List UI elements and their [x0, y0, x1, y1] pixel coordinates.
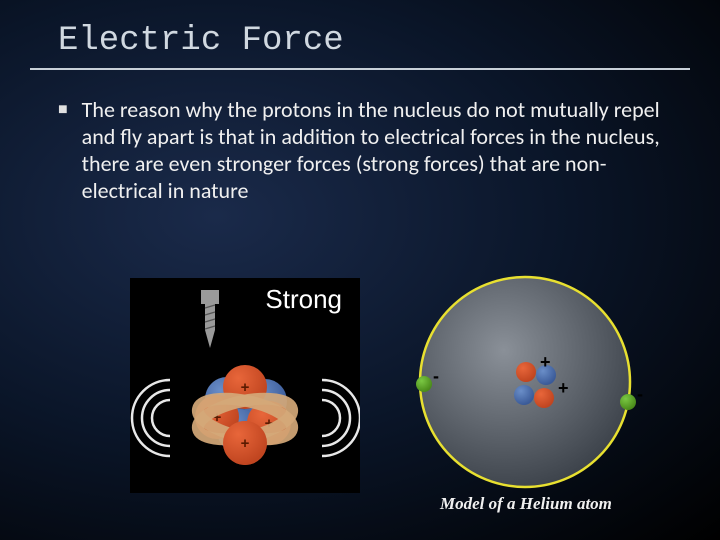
svg-text:+: + [558, 378, 569, 398]
body-area: ■ The reason why the protons in the nucl… [0, 70, 720, 204]
helium-atom-svg: + + - - [410, 272, 650, 497]
svg-text:-: - [433, 366, 439, 386]
helium-caption: Model of a Helium atom [440, 494, 612, 514]
svg-text:+: + [241, 379, 250, 396]
images-row: Strong +++++ ++-- [0, 278, 720, 498]
slide-title: Electric Force [0, 0, 720, 68]
svg-text:-: - [637, 384, 643, 404]
strong-force-illustration: Strong +++++ [130, 278, 360, 493]
bullet-text: The reason why the protons in the nucleu… [82, 96, 680, 204]
strong-force-svg: +++++ [130, 278, 360, 493]
svg-text:+: + [241, 435, 250, 452]
bullet-item: ■ The reason why the protons in the nucl… [58, 96, 680, 204]
bullet-marker-icon: ■ [58, 96, 68, 124]
svg-text:+: + [540, 352, 551, 372]
